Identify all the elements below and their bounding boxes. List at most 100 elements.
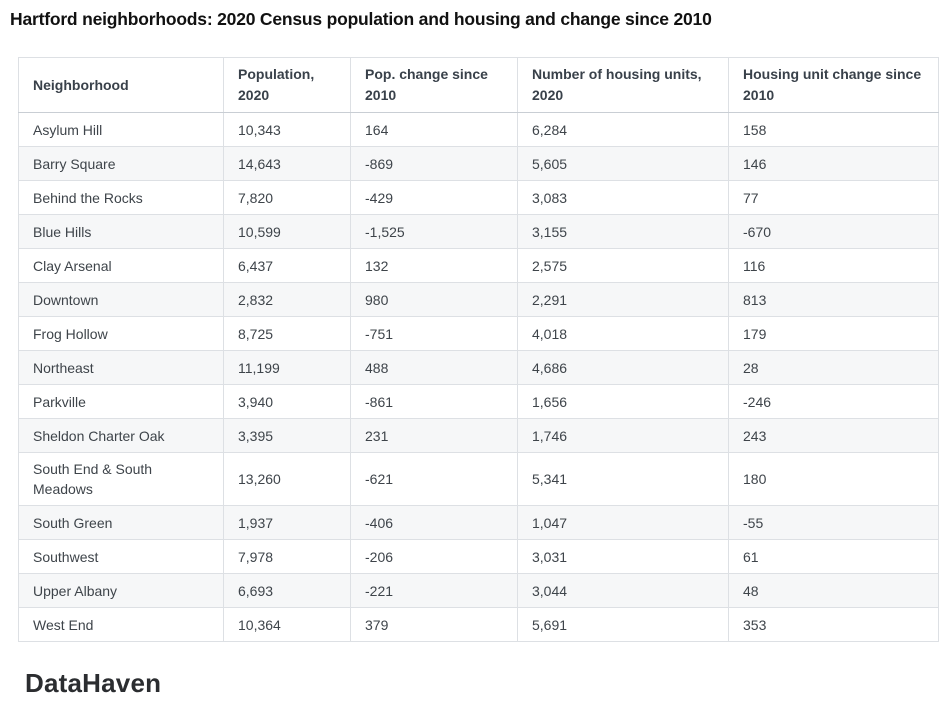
value-cell: 48 [728,573,939,608]
table-row: Northeast 11,199 488 4,686 28 [18,350,939,385]
neighborhood-cell: South Green [18,505,224,540]
census-table: Neighborhood Population, 2020 Pop. change … [18,57,939,642]
datahaven-logo: DataHaven [25,668,162,698]
value-cell: 7,820 [223,180,351,215]
table-row: Downtown 2,832 980 2,291 813 [18,282,939,317]
column-header: Neighborhood [18,57,224,113]
value-cell: 243 [728,418,939,453]
value-cell: 10,599 [223,214,351,249]
value-cell: 379 [350,607,518,642]
value-cell: 179 [728,316,939,351]
value-cell: 10,364 [223,607,351,642]
value-cell: 4,018 [517,316,729,351]
value-cell: -55 [728,505,939,540]
value-cell: 813 [728,282,939,317]
value-cell: 164 [350,112,518,147]
value-cell: 8,725 [223,316,351,351]
value-cell: 2,575 [517,248,729,283]
neighborhood-cell: Behind the Rocks [18,180,224,215]
table-row: West End 10,364 379 5,691 353 [18,607,939,642]
value-cell: 5,341 [517,452,729,506]
value-cell: 28 [728,350,939,385]
table-row: South Green 1,937 -406 1,047 -55 [18,505,939,540]
value-cell: -221 [350,573,518,608]
column-header: Pop. change since 2010 [350,57,518,113]
value-cell: 180 [728,452,939,506]
value-cell: -246 [728,384,939,419]
neighborhood-cell: Southwest [18,539,224,574]
value-cell: 3,083 [517,180,729,215]
table-row: South End & South Meadows 13,260 -621 5,341… [18,452,939,506]
value-cell: 146 [728,146,939,181]
table-row: Southwest 7,978 -206 3,031 61 [18,539,939,574]
neighborhood-cell: West End [18,607,224,642]
page-title: Hartford neighborhoods: 2020 Census popu… [10,9,712,29]
value-cell: 116 [728,248,939,283]
value-cell: 77 [728,180,939,215]
value-cell: 353 [728,607,939,642]
value-cell: 7,978 [223,539,351,574]
value-cell: 132 [350,248,518,283]
value-cell: 1,937 [223,505,351,540]
value-cell: 6,437 [223,248,351,283]
value-cell: 1,746 [517,418,729,453]
value-cell: -429 [350,180,518,215]
value-cell: 61 [728,539,939,574]
value-cell: 3,395 [223,418,351,453]
value-cell: 11,199 [223,350,351,385]
neighborhood-cell: Asylum Hill [18,112,224,147]
neighborhood-cell: Parkville [18,384,224,419]
value-cell: 1,047 [517,505,729,540]
table-row: Barry Square 14,643 -869 5,605 146 [18,146,939,181]
value-cell: 158 [728,112,939,147]
value-cell: 14,643 [223,146,351,181]
value-cell: 10,343 [223,112,351,147]
value-cell: 2,832 [223,282,351,317]
value-cell: 13,260 [223,452,351,506]
value-cell: 2,291 [517,282,729,317]
value-cell: 4,686 [517,350,729,385]
table-row: Behind the Rocks 7,820 -429 3,083 77 [18,180,939,215]
value-cell: 3,940 [223,384,351,419]
table-header: Neighborhood Population, 2020 Pop. change … [18,57,939,113]
neighborhood-cell: Northeast [18,350,224,385]
table-row: Upper Albany 6,693 -221 3,044 48 [18,573,939,608]
value-cell: 488 [350,350,518,385]
neighborhood-cell: Blue Hills [18,214,224,249]
value-cell: 3,155 [517,214,729,249]
value-cell: 231 [350,418,518,453]
column-header: Housing unit change since 2010 [728,57,939,113]
table-row: Sheldon Charter Oak 3,395 231 1,746 243 [18,418,939,453]
value-cell: -751 [350,316,518,351]
value-cell: -406 [350,505,518,540]
table-row: Clay Arsenal 6,437 132 2,575 116 [18,248,939,283]
table-row: Blue Hills 10,599 -1,525 3,155 -670 [18,214,939,249]
value-cell: -861 [350,384,518,419]
value-cell: 6,284 [517,112,729,147]
neighborhood-cell: Clay Arsenal [18,248,224,283]
value-cell: 6,693 [223,573,351,608]
value-cell: -869 [350,146,518,181]
table-row: Parkville 3,940 -861 1,656 -246 [18,384,939,419]
table-body: Asylum Hill 10,343 164 6,284 158 Barry Square… [18,112,939,642]
value-cell: 1,656 [517,384,729,419]
neighborhood-cell: Upper Albany [18,573,224,608]
table-row: Asylum Hill 10,343 164 6,284 158 [18,112,939,147]
value-cell: -670 [728,214,939,249]
value-cell: 3,031 [517,539,729,574]
table-row: Frog Hollow 8,725 -751 4,018 179 [18,316,939,351]
value-cell: -621 [350,452,518,506]
neighborhood-cell: Downtown [18,282,224,317]
neighborhood-cell: South End & South Meadows [18,452,224,506]
column-header: Number of housing units, 2020 [517,57,729,113]
value-cell: 3,044 [517,573,729,608]
column-header: Population, 2020 [223,57,351,113]
value-cell: -1,525 [350,214,518,249]
header-row: Neighborhood Population, 2020 Pop. change … [18,57,939,113]
neighborhood-cell: Sheldon Charter Oak [18,418,224,453]
value-cell: 5,691 [517,607,729,642]
neighborhood-cell: Barry Square [18,146,224,181]
neighborhood-cell: Frog Hollow [18,316,224,351]
value-cell: -206 [350,539,518,574]
